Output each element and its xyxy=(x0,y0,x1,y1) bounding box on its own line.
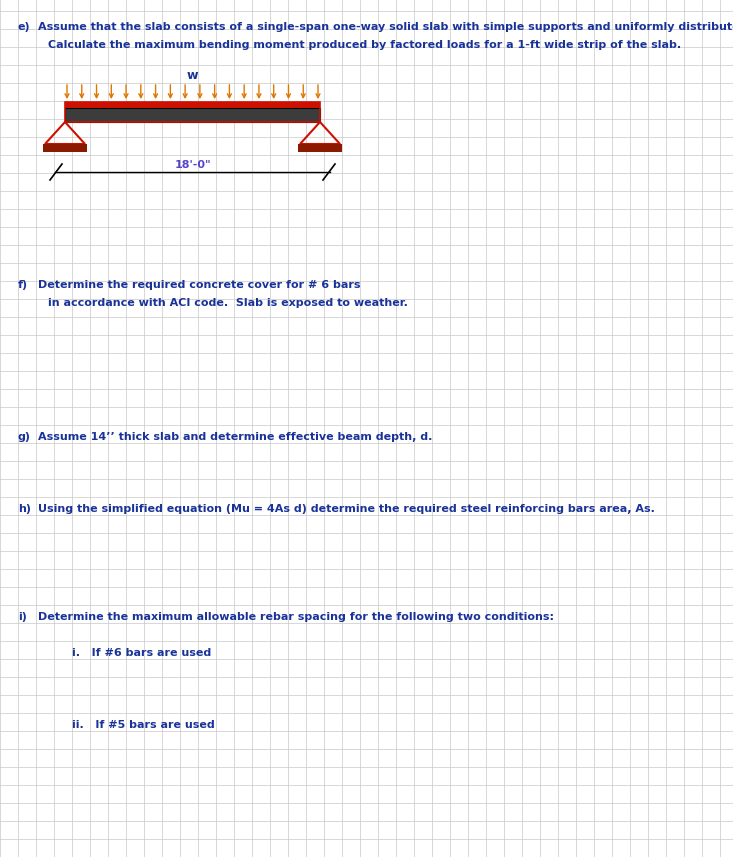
Text: Assume 14’’ thick slab and determine effective beam depth, d.: Assume 14’’ thick slab and determine eff… xyxy=(38,432,432,442)
Text: i): i) xyxy=(18,612,27,622)
Text: Determine the maximum allowable rebar spacing for the following two conditions:: Determine the maximum allowable rebar sp… xyxy=(38,612,554,622)
Text: w: w xyxy=(187,69,198,82)
Bar xyxy=(43,144,87,152)
Text: i.   If #6 bars are used: i. If #6 bars are used xyxy=(72,648,211,658)
Text: f): f) xyxy=(18,280,28,290)
Bar xyxy=(298,144,342,152)
Bar xyxy=(65,102,320,108)
Bar xyxy=(65,102,320,122)
Text: Using the simplified equation (Mu = 4As d) determine the required steel reinforc: Using the simplified equation (Mu = 4As … xyxy=(38,504,655,514)
Text: h): h) xyxy=(18,504,31,514)
Text: in accordance with ACI code.  Slab is exposed to weather.: in accordance with ACI code. Slab is exp… xyxy=(48,298,408,308)
Text: g): g) xyxy=(18,432,31,442)
Bar xyxy=(65,108,320,122)
Text: 18'-0": 18'-0" xyxy=(174,160,211,170)
Text: e): e) xyxy=(18,22,31,32)
Text: ii.   If #5 bars are used: ii. If #5 bars are used xyxy=(72,720,215,730)
Text: Determine the required concrete cover for # 6 bars: Determine the required concrete cover fo… xyxy=(38,280,361,290)
Text: Assume that the slab consists of a single-span one-way solid slab with simple su: Assume that the slab consists of a singl… xyxy=(38,22,733,32)
Text: Calculate the maximum bending moment produced by factored loads for a 1-ft wide : Calculate the maximum bending moment pro… xyxy=(48,40,681,50)
